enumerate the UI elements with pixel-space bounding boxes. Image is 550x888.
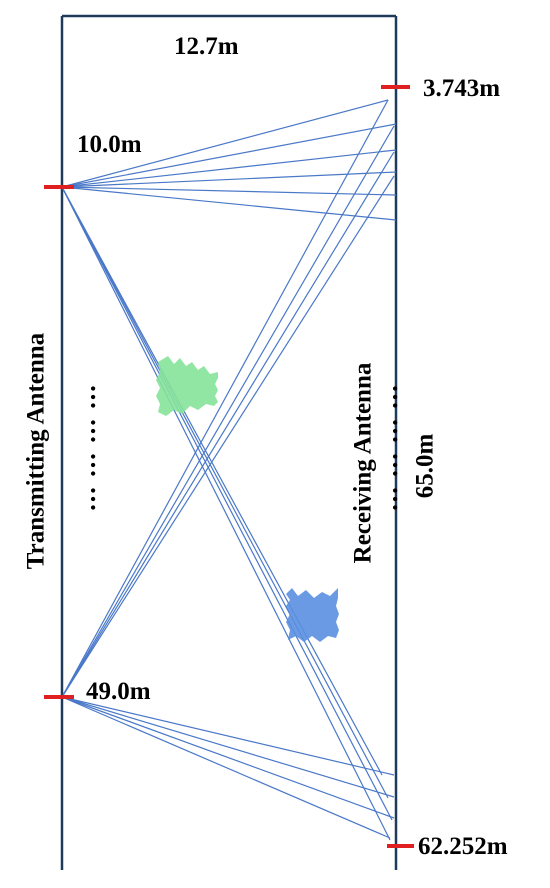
ray-paths [61, 99, 397, 841]
ray [61, 186, 383, 776]
ray [61, 696, 391, 839]
room-outline [60, 14, 398, 870]
receiving-antenna-label: Receiving Antenna [349, 362, 377, 564]
ray [61, 696, 395, 798]
antenna-markers [44, 85, 414, 848]
ray [61, 186, 391, 841]
tx-top-label: 10.0m [77, 131, 142, 158]
ray [61, 99, 389, 188]
ray [61, 171, 397, 188]
ray [61, 186, 393, 821]
tx-bottom-label: 49.0m [86, 678, 151, 705]
ray [61, 125, 395, 698]
tx-ellipsis-column: ... ... ... ... [72, 383, 101, 511]
ray [61, 186, 397, 196]
rx-ellipsis-column: ... ... ... ... [374, 383, 403, 511]
ray [61, 186, 397, 221]
blue-region [286, 588, 339, 642]
ray [61, 696, 395, 819]
ray [61, 123, 397, 188]
ray [61, 99, 389, 698]
rx-bottom-label: 62.252m [418, 833, 508, 860]
height-label: 65.0m [411, 433, 439, 499]
rx-top-label: 3.743m [423, 75, 501, 102]
ray [61, 151, 395, 698]
ray [61, 186, 389, 799]
ray [61, 149, 397, 188]
ray [61, 696, 395, 776]
transmitting-antenna-label: Transmitting Antenna [22, 332, 50, 570]
width-label: 12.7m [174, 33, 239, 60]
green-region [156, 356, 218, 416]
ray [61, 175, 395, 698]
